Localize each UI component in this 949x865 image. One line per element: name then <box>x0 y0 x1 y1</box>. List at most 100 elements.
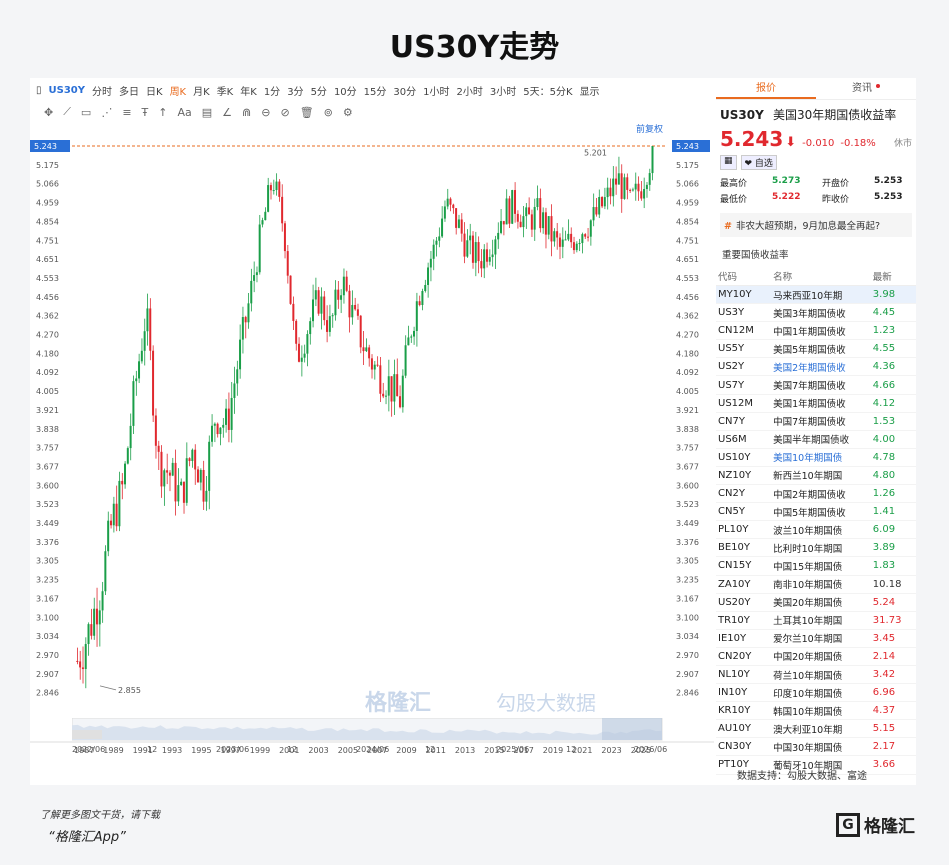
drawing-tool-0-icon[interactable]: ✥ <box>44 105 54 119</box>
add-watchlist-button[interactable]: ❤ 自选 <box>740 155 777 170</box>
period-0[interactable]: 分时 <box>92 86 112 98</box>
period-6[interactable]: 年K <box>240 86 257 98</box>
bond-row[interactable]: US2Y 美国2年期国债收 4.36 <box>716 357 916 377</box>
candle-body <box>205 490 208 502</box>
bond-row[interactable]: US7Y 美国7年期国债收 4.66 <box>716 375 916 395</box>
candle-body <box>387 376 390 396</box>
bond-row[interactable]: CN5Y 中国5年期国债收 1.41 <box>716 502 916 522</box>
drawing-tool-13-icon[interactable]: 🗑 <box>299 105 314 119</box>
period-10[interactable]: 10分 <box>333 86 357 98</box>
drawing-tool-4-icon[interactable]: ≡ <box>122 105 132 119</box>
bond-row[interactable]: IE10Y 爱尔兰10年期国 3.45 <box>716 629 916 648</box>
bond-code: CN15Y <box>716 556 772 576</box>
period-9[interactable]: 5分 <box>310 86 327 98</box>
drawing-tool-12-icon[interactable]: ⊘ <box>280 105 290 119</box>
drawing-tool-1-icon[interactable]: ⟋ <box>63 105 71 118</box>
tab-news[interactable]: 资讯 <box>816 78 916 99</box>
adjust-mode-label[interactable]: 前复权 <box>636 123 663 135</box>
bond-row[interactable]: IN10Y 印度10年期国债 6.96 <box>716 683 916 703</box>
candle-body <box>396 374 399 397</box>
drawing-tool-14-icon[interactable]: ⊚ <box>323 105 333 119</box>
bond-row[interactable]: MY10Y 马来西亚10年期 3.98 <box>716 285 916 305</box>
candle-body <box>152 350 155 416</box>
period-8[interactable]: 3分 <box>287 86 304 98</box>
bond-row[interactable]: NZ10Y 新西兰10年期国 4.80 <box>716 466 916 486</box>
sidebar-toggle-icon[interactable]: ▯ <box>36 84 42 96</box>
bond-row[interactable]: CN2Y 中国2年期国债收 1.26 <box>716 484 916 504</box>
candle-body <box>289 275 292 304</box>
bond-row[interactable]: PL10Y 波兰10年期国债 6.09 <box>716 520 916 540</box>
navigator-year-label: 2001 <box>279 746 299 755</box>
period-2[interactable]: 日K <box>146 86 163 98</box>
grid-icon[interactable]: ▦ <box>720 155 737 170</box>
period-3[interactable]: 周K <box>169 86 187 98</box>
bond-row[interactable]: US10Y 美国10年期国债 4.78 <box>716 448 916 467</box>
chart-area[interactable]: 5.243 5.243 5.175 5.175 5.066 5.066 4.959 4.959… <box>30 120 714 754</box>
period-5[interactable]: 季K <box>216 86 234 98</box>
bond-name: 中国20年期国债 <box>771 647 871 666</box>
drawing-tool-5-icon[interactable]: Ŧ <box>141 105 149 119</box>
bond-row[interactable]: PT10Y 葡萄牙10年期国 3.66 <box>716 755 916 775</box>
period-7[interactable]: 1分 <box>263 86 281 98</box>
bond-row[interactable]: NL10Y 荷兰10年期国债 3.42 <box>716 665 916 685</box>
drawing-tool-7-icon[interactable]: Aa <box>177 105 192 119</box>
period-17[interactable]: 显示 <box>579 86 600 98</box>
period-14[interactable]: 2小时 <box>456 86 483 98</box>
bond-row[interactable]: CN20Y 中国20年期国债 2.14 <box>716 647 916 666</box>
candle-body <box>525 207 528 217</box>
period-12[interactable]: 30分 <box>393 86 417 98</box>
drawing-tool-6-icon[interactable]: ↑ <box>158 105 168 119</box>
bond-row[interactable]: US6M 美国半年期国债收 4.00 <box>716 430 916 449</box>
drawing-tool-9-icon[interactable]: ∠ <box>222 105 233 119</box>
bond-row[interactable]: US3Y 美国3年期国债收 4.45 <box>716 303 916 323</box>
candlestick-chart[interactable]: 5.243 5.243 5.175 5.175 5.066 5.066 4.959 4.959… <box>30 120 714 760</box>
bond-row[interactable]: CN15Y 中国15年期国债 1.83 <box>716 556 916 576</box>
news-headline[interactable]: # 非农大超预期，9月加息最全再起? <box>720 213 912 237</box>
bond-row[interactable]: BE10Y 比利时10年期国 3.89 <box>716 538 916 558</box>
candle-body <box>589 220 592 237</box>
bond-row[interactable]: CN12M 中国1年期国债收 1.23 <box>716 321 916 341</box>
period-1[interactable]: 多日 <box>119 86 139 98</box>
drawing-tool-2-icon[interactable]: ▭ <box>80 105 92 119</box>
bond-row[interactable]: US5Y 美国5年期国债收 4.55 <box>716 339 916 359</box>
bond-row[interactable]: US20Y 美国20年期国债 5.24 <box>716 593 916 612</box>
toolbar-symbol[interactable]: US30Y <box>48 84 85 96</box>
drawing-tool-3-icon[interactable]: ⋰ <box>101 105 113 119</box>
bond-row[interactable]: AU10Y 澳大利亚10年期 5.15 <box>716 719 916 739</box>
bond-name: 美国20年期国债 <box>771 593 871 612</box>
period-15[interactable]: 3小时 <box>489 86 517 98</box>
candle-body <box>567 233 570 240</box>
bond-row[interactable]: TR10Y 土耳其10年期国 31.73 <box>716 611 916 630</box>
navigator-window[interactable] <box>602 718 662 740</box>
bond-row[interactable]: CN30Y 中国30年期国债 2.17 <box>716 737 916 757</box>
col-name[interactable]: 名称 <box>771 267 871 286</box>
candle-body <box>135 378 138 382</box>
drawing-tool-10-icon[interactable]: ⋒ <box>242 105 252 119</box>
drawing-tool-8-icon[interactable]: ▤ <box>201 105 213 119</box>
bond-row[interactable]: KR10Y 韩国10年期国债 4.37 <box>716 701 916 721</box>
candle-body <box>351 304 354 318</box>
tab-quote[interactable]: 报价 <box>716 78 816 99</box>
bond-row[interactable]: CN7Y 中国7年期国债收 1.53 <box>716 412 916 431</box>
bond-value: 2.17 <box>870 737 916 757</box>
bond-name: 比利时10年期国 <box>771 538 871 558</box>
bond-code: CN12M <box>716 321 772 341</box>
period-4[interactable]: 月K <box>193 86 210 98</box>
navigator-year-label: 1995 <box>191 746 211 755</box>
y-tick-label-left: 2.907 <box>36 670 59 679</box>
time-navigator[interactable]: 1987 1989 1991 1993 1995 1997 1999 2001 2003 2005… <box>72 718 712 758</box>
period-11[interactable]: 15分 <box>363 86 387 98</box>
candle-body <box>609 187 612 197</box>
drawing-tool-15-icon[interactable]: ⚙ <box>342 105 353 119</box>
bond-row[interactable]: US12M 美国1年期国债收 4.12 <box>716 394 916 413</box>
market-status: 休市 <box>893 139 912 149</box>
bond-row[interactable]: ZA10Y 南非10年期国债 10.18 <box>716 575 916 594</box>
candle-body <box>514 190 517 214</box>
candle-body <box>401 375 404 408</box>
drawing-tool-11-icon[interactable]: ⊖ <box>261 105 271 119</box>
col-latest[interactable]: 最新 <box>870 267 916 286</box>
navigator-scroll-left[interactable] <box>72 730 102 739</box>
period-16[interactable]: 5天：5分K <box>523 86 573 98</box>
col-code[interactable]: 代码 <box>716 267 772 286</box>
period-13[interactable]: 1小时 <box>423 86 450 98</box>
